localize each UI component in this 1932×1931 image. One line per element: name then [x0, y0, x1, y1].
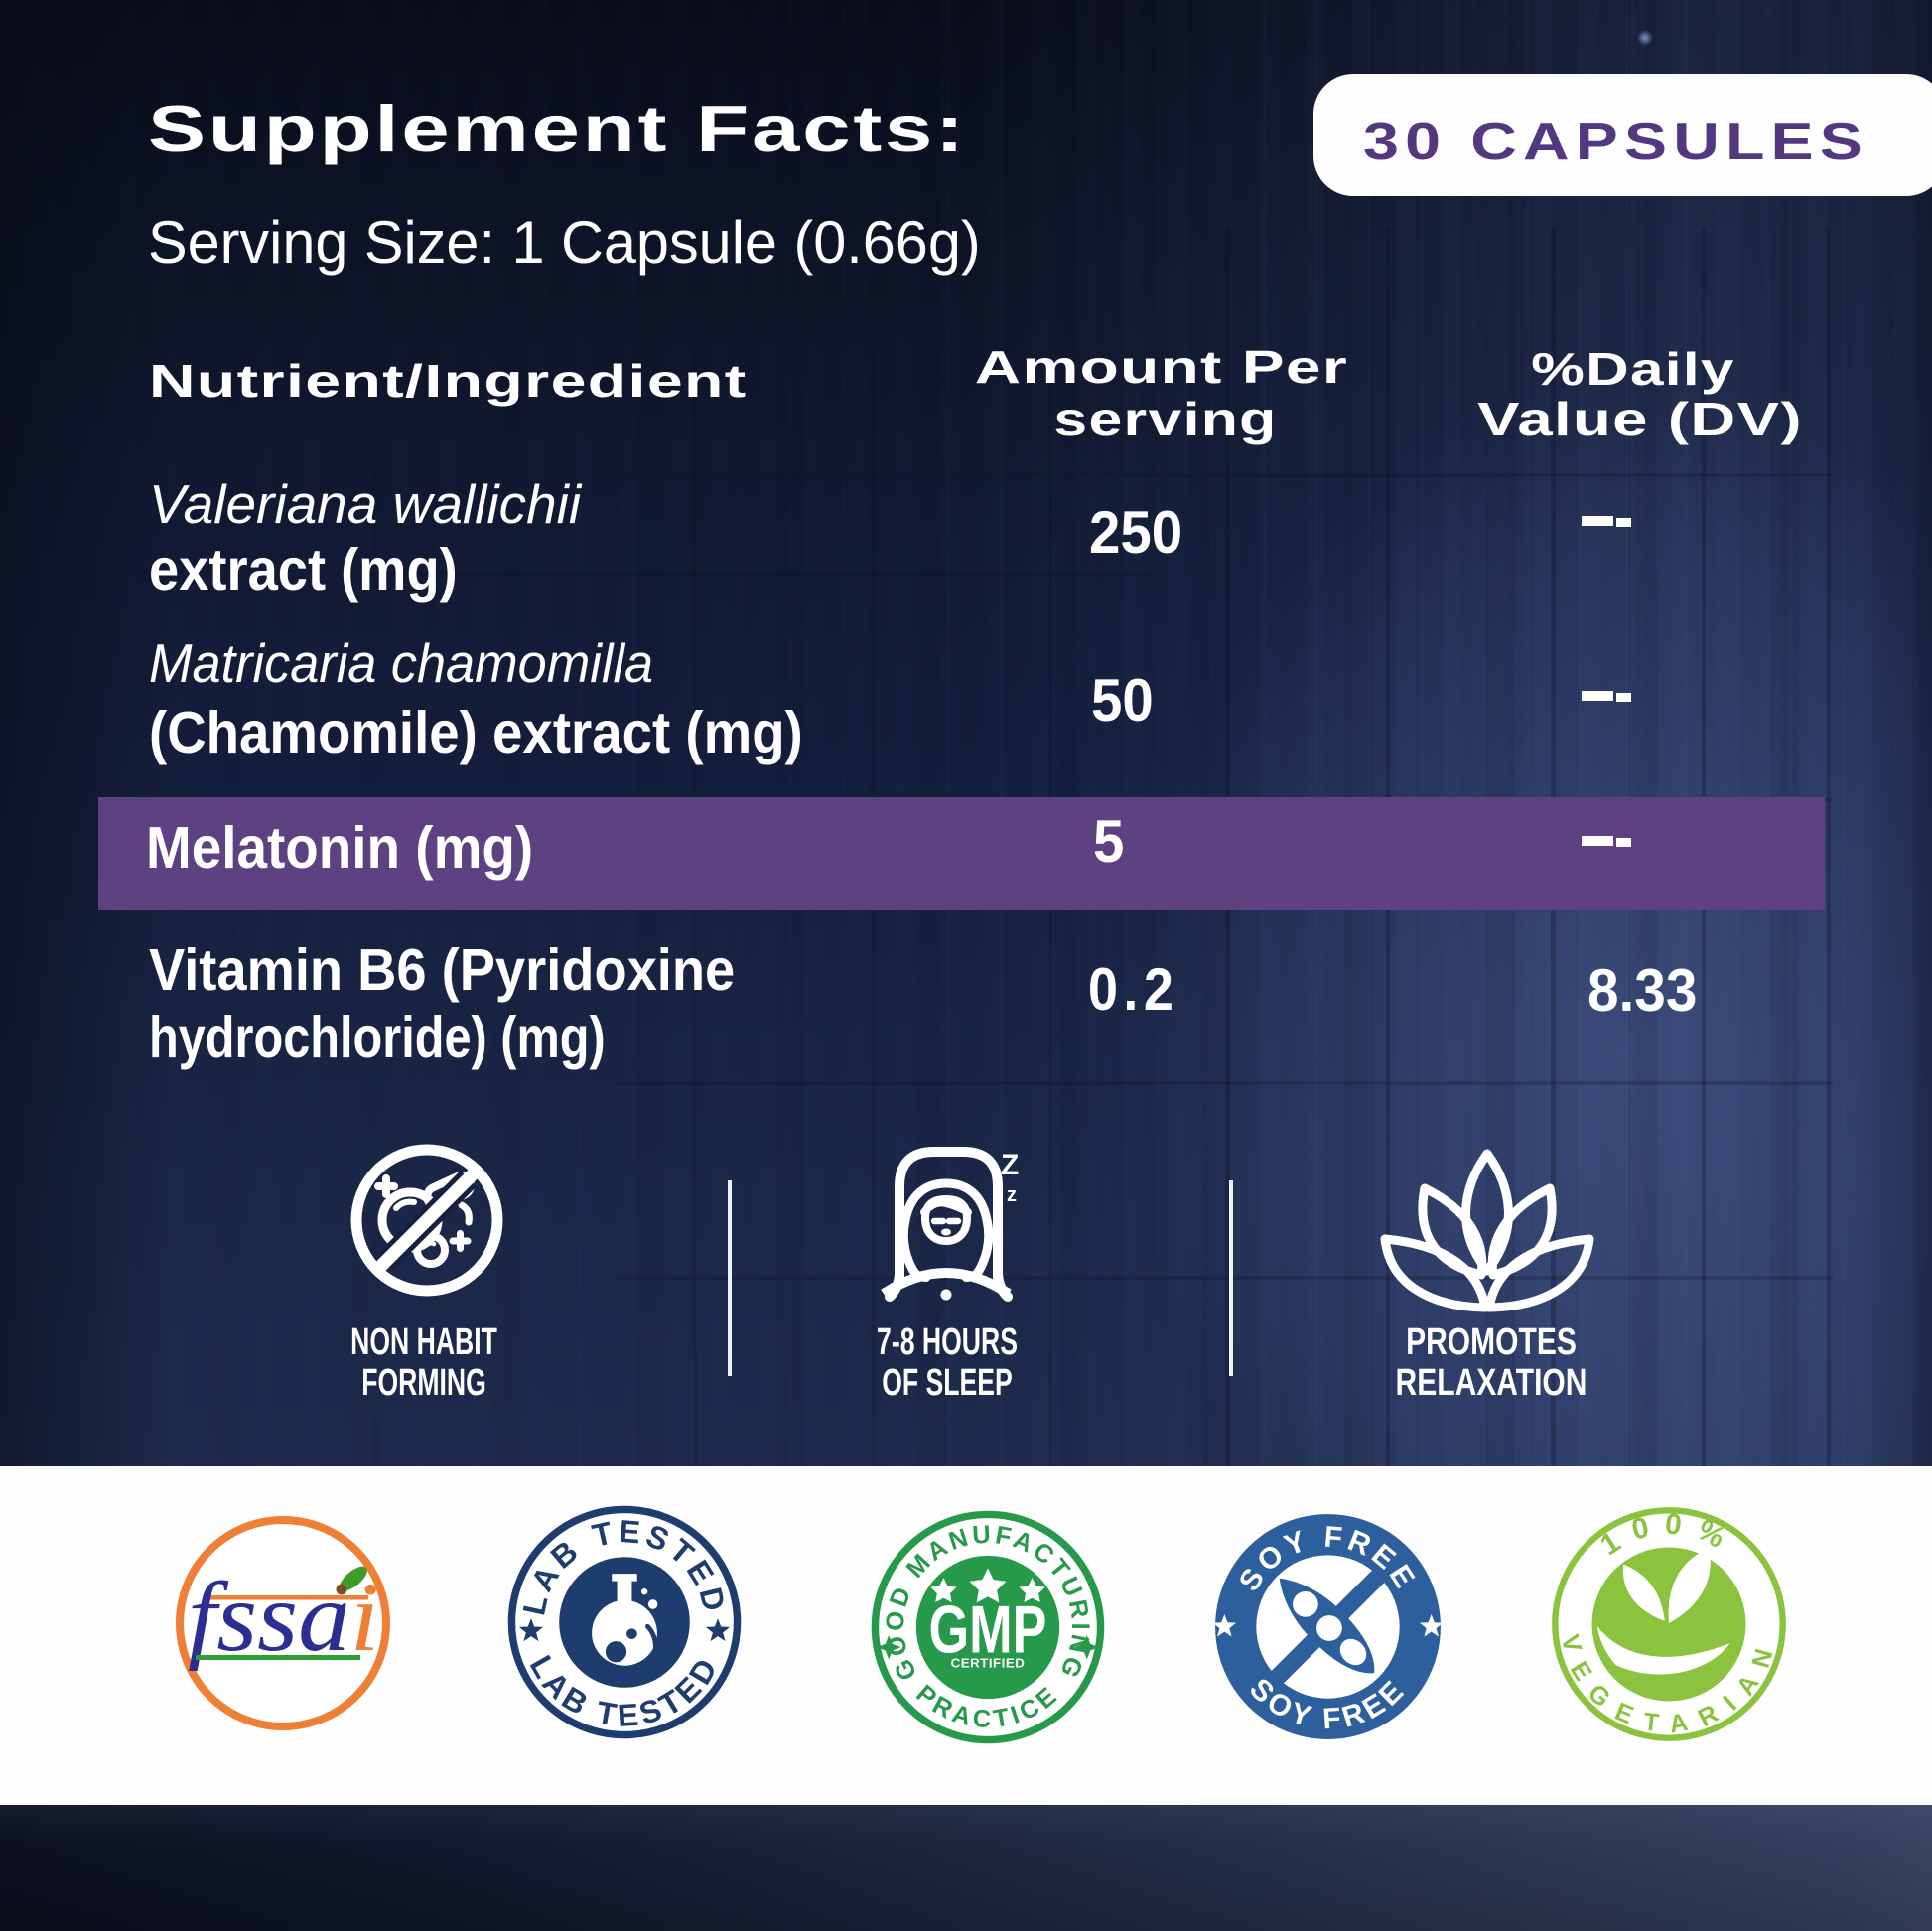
svg-text:Z: Z	[1001, 1149, 1019, 1181]
svg-text:GMP: GMP	[929, 1592, 1047, 1667]
svg-text:CERTIFIED: CERTIFIED	[951, 1655, 1026, 1670]
svg-text:z: z	[1007, 1184, 1017, 1206]
